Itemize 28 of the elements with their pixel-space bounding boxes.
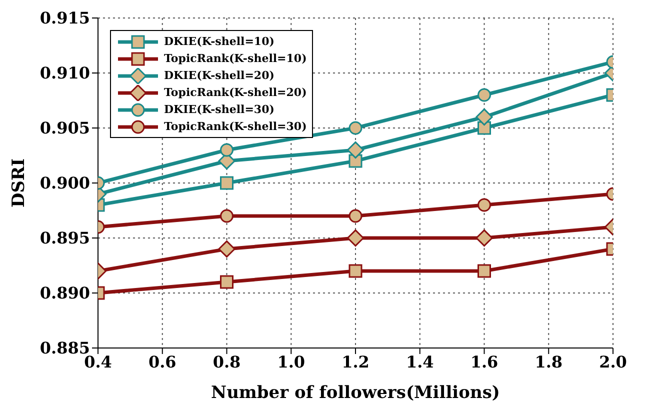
x-tick-label: 0.6: [148, 352, 176, 372]
point: [346, 141, 364, 159]
legend-label: DKIE(K-shell=10): [164, 35, 274, 48]
y-tick-label: 0.890: [40, 284, 90, 303]
point: [348, 154, 362, 168]
y-tick-label: 0.915: [40, 8, 90, 28]
x-tick-label: 0.8: [212, 352, 241, 372]
legend-label: DKIE(K-shell=30): [164, 103, 274, 116]
x-tick-label: 2.0: [599, 352, 627, 372]
y-tick-label: 0.900: [40, 174, 90, 193]
y-tick-label: 0.905: [40, 118, 90, 138]
x-tick-label: 1.2: [342, 352, 370, 372]
point: [346, 229, 364, 247]
x-axis-title: Number of followers(Millions): [211, 383, 500, 403]
x-tick-label: 1.0: [277, 352, 306, 372]
x-tick-label: 1.4: [406, 352, 434, 372]
x-tick-label: 1.8: [534, 352, 563, 372]
point: [348, 209, 362, 223]
y-axis-title: DSRI: [9, 158, 30, 208]
legend-label: TopicRank(K-shell=20): [164, 86, 307, 99]
y-tick-label: 0.910: [40, 64, 90, 83]
legend-label: DKIE(K-shell=20): [164, 69, 274, 82]
legend-label: TopicRank(K-shell=10): [164, 52, 307, 65]
point: [348, 264, 362, 278]
legend-label: TopicRank(K-shell=30): [164, 120, 307, 133]
y-tick-label: 0.895: [40, 228, 90, 248]
x-tick-label: 1.6: [470, 352, 498, 372]
point: [348, 121, 362, 135]
